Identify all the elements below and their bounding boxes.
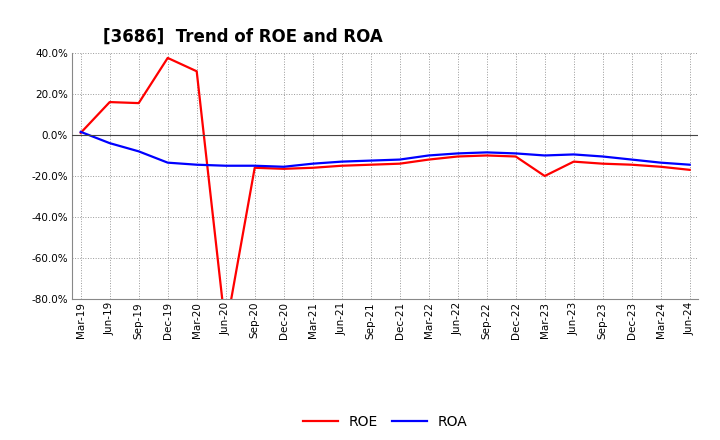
ROE <box>192 69 201 74</box>
ROA <box>511 151 520 156</box>
ROE <box>308 165 317 170</box>
ROA <box>685 162 694 167</box>
ROA <box>570 152 578 157</box>
ROE <box>251 165 259 170</box>
ROE <box>338 163 346 169</box>
ROE <box>366 162 375 167</box>
ROA <box>598 154 607 159</box>
ROA <box>163 160 172 165</box>
ROA <box>627 157 636 162</box>
ROE <box>105 99 114 105</box>
ROE <box>163 55 172 61</box>
ROA <box>395 157 404 162</box>
Text: [3686]  Trend of ROE and ROA: [3686] Trend of ROE and ROA <box>104 28 383 46</box>
ROA <box>482 150 491 155</box>
ROA <box>192 162 201 167</box>
ROA <box>541 153 549 158</box>
Legend: ROE, ROA: ROE, ROA <box>297 410 473 435</box>
ROE <box>454 154 462 159</box>
ROA <box>105 140 114 146</box>
ROE <box>627 162 636 167</box>
ROE <box>511 154 520 159</box>
ROA <box>279 164 288 169</box>
ROE <box>76 130 85 136</box>
ROA <box>221 163 230 169</box>
ROE <box>657 164 665 169</box>
ROE <box>685 167 694 172</box>
Line: ROE: ROE <box>81 58 690 330</box>
ROE <box>570 159 578 164</box>
ROA <box>251 163 259 169</box>
ROE <box>279 166 288 172</box>
ROA <box>454 151 462 156</box>
ROA <box>338 159 346 164</box>
ROE <box>541 173 549 179</box>
ROE <box>424 157 433 162</box>
ROE <box>482 153 491 158</box>
Line: ROA: ROA <box>81 132 690 167</box>
ROA <box>308 161 317 166</box>
ROA <box>135 149 143 154</box>
ROE <box>598 161 607 166</box>
ROE <box>135 100 143 106</box>
ROE <box>395 161 404 166</box>
ROA <box>657 160 665 165</box>
ROA <box>76 129 85 135</box>
ROA <box>424 153 433 158</box>
ROA <box>366 158 375 163</box>
ROE <box>221 327 230 333</box>
